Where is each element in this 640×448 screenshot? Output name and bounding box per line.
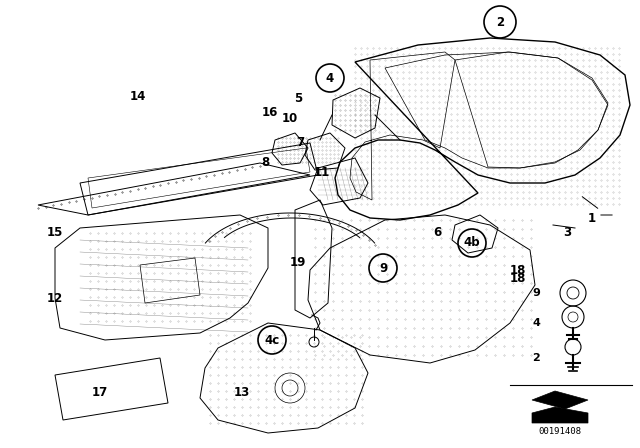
Text: 00191408: 00191408	[538, 427, 582, 436]
Text: 3: 3	[563, 227, 571, 240]
Text: 2: 2	[496, 16, 504, 29]
Text: 9: 9	[532, 288, 540, 298]
Text: 11: 11	[314, 167, 330, 180]
Text: 12: 12	[47, 292, 63, 305]
Text: 9: 9	[379, 262, 387, 275]
Text: 10: 10	[282, 112, 298, 125]
Polygon shape	[532, 407, 588, 423]
Text: 6: 6	[433, 227, 441, 240]
Text: 5: 5	[294, 91, 302, 104]
Text: 14: 14	[130, 90, 146, 103]
Text: 4c: 4c	[264, 333, 280, 346]
Text: 18: 18	[510, 271, 526, 284]
Text: 18: 18	[510, 263, 526, 276]
Text: 16: 16	[262, 107, 278, 120]
Text: 15: 15	[47, 227, 63, 240]
Text: 4: 4	[532, 318, 540, 328]
Text: 8: 8	[261, 156, 269, 169]
Text: 19: 19	[290, 257, 306, 270]
Text: 13: 13	[234, 387, 250, 400]
Text: 1: 1	[588, 211, 596, 224]
Text: 17: 17	[92, 387, 108, 400]
Text: 4: 4	[326, 72, 334, 85]
Text: 2: 2	[532, 353, 540, 363]
Text: 4b: 4b	[464, 237, 480, 250]
Polygon shape	[532, 391, 588, 409]
Text: 7: 7	[296, 137, 304, 150]
